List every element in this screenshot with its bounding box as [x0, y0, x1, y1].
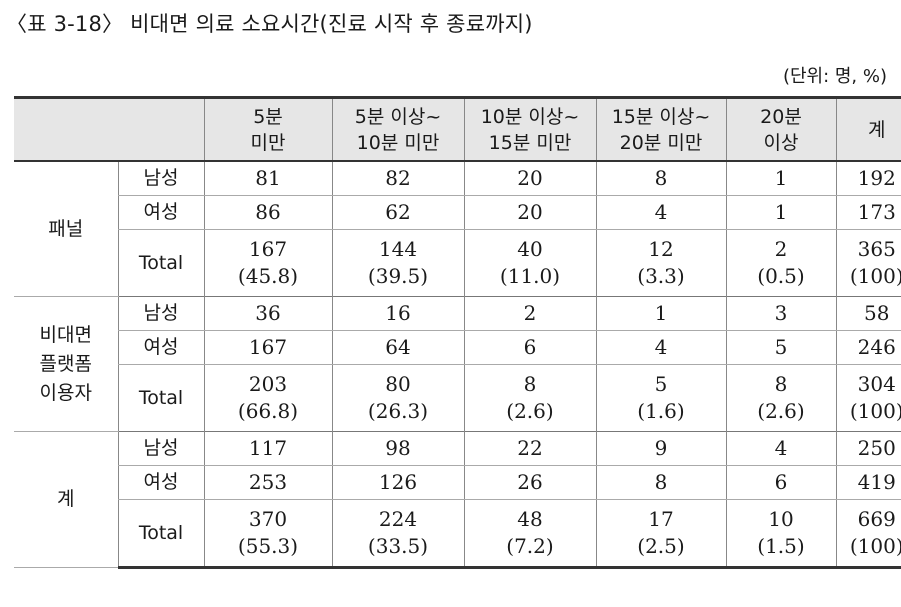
value-cell: 86	[203, 195, 332, 230]
header-cell: 계	[835, 96, 901, 162]
value-cell: 4	[725, 431, 836, 466]
table-row: 여성 167 64 6 4 5 246	[14, 330, 901, 365]
value-cell: 64	[331, 330, 464, 365]
header-cell: 5분 이상~ 10분 미만	[331, 96, 464, 162]
value-cell: 8	[595, 161, 726, 196]
value-cell: 365 (100)	[835, 229, 901, 297]
value-cell: 8 (2.6)	[725, 364, 836, 432]
table-row: 비대면 플랫폼 이용자 남성 36 16 2 1 3 58	[14, 296, 901, 432]
value-cell: 250	[835, 431, 901, 466]
header-row: 5분 미만 5분 이상~ 10분 미만 10분 이상~ 15분 미만 15분 이상~ 2…	[14, 96, 901, 162]
value-cell: 22	[463, 431, 596, 466]
table-row: 계 남성 117 98 22 9 4 250	[14, 431, 901, 568]
group-label: 계	[14, 431, 118, 568]
table-body: 패널 남성 81 82 20 8 1 192 여성 86 62 20 4 1 173 Total 167 (45.…	[14, 161, 901, 569]
value-cell: 26	[463, 465, 596, 500]
value-cell: 20	[463, 161, 596, 196]
value-cell: 17 (2.5)	[595, 499, 726, 569]
value-cell: 126	[331, 465, 464, 500]
value-cell: 8	[595, 465, 726, 500]
value-cell: 9	[595, 431, 726, 466]
value-cell: 4	[595, 195, 726, 230]
value-cell: 40 (11.0)	[463, 229, 596, 297]
row-label: Total	[117, 499, 204, 569]
value-cell: 4	[595, 330, 726, 365]
value-cell: 20	[463, 195, 596, 230]
header-cell: 5분 미만	[203, 96, 332, 162]
value-cell: 246	[835, 330, 901, 365]
row-label: 여성	[117, 195, 204, 230]
value-cell: 98	[331, 431, 464, 466]
value-cell: 144 (39.5)	[331, 229, 464, 297]
value-cell: 167	[203, 330, 332, 365]
unit-note: (단위: 명, %)	[782, 66, 887, 87]
value-cell: 1	[595, 296, 726, 331]
row-label: 여성	[117, 330, 204, 365]
value-cell: 370 (55.3)	[203, 499, 332, 569]
value-cell: 167 (45.8)	[203, 229, 332, 297]
table-row: 여성 253 126 26 8 6 419	[14, 465, 901, 500]
value-cell: 6	[725, 465, 836, 500]
value-cell: 173	[835, 195, 901, 230]
header-corner	[14, 96, 204, 162]
table-row: 여성 86 62 20 4 1 173	[14, 195, 901, 230]
row-label: 남성	[117, 296, 204, 331]
value-cell: 117	[203, 431, 332, 466]
value-cell: 203 (66.8)	[203, 364, 332, 432]
value-cell: 253	[203, 465, 332, 500]
table-title: 〈표 3-18〉 비대면 의료 소요시간(진료 시작 후 종료까지)	[6, 12, 533, 36]
value-cell: 58	[835, 296, 901, 331]
row-label: Total	[117, 229, 204, 297]
value-cell: 669 (100)	[835, 499, 901, 569]
row-label: Total	[117, 364, 204, 432]
value-cell: 16	[331, 296, 464, 331]
header-cell: 20분 이상	[725, 96, 836, 162]
table-row: 패널 남성 81 82 20 8 1 192	[14, 161, 901, 297]
value-cell: 1	[725, 195, 836, 230]
value-cell: 5 (1.6)	[595, 364, 726, 432]
row-label: 여성	[117, 465, 204, 500]
value-cell: 192	[835, 161, 901, 196]
value-cell: 224 (33.5)	[331, 499, 464, 569]
value-cell: 419	[835, 465, 901, 500]
value-cell: 5	[725, 330, 836, 365]
group-label: 비대면 플랫폼 이용자	[14, 296, 118, 432]
value-cell: 6	[463, 330, 596, 365]
row-label: 남성	[117, 431, 204, 466]
value-cell: 3	[725, 296, 836, 331]
value-cell: 81	[203, 161, 332, 196]
value-cell: 2 (0.5)	[725, 229, 836, 297]
duration-table: 5분 미만 5분 이상~ 10분 미만 10분 이상~ 15분 미만 15분 이상~ 2…	[14, 96, 901, 569]
value-cell: 12 (3.3)	[595, 229, 726, 297]
header-cell: 10분 이상~ 15분 미만	[463, 96, 596, 162]
value-cell: 304 (100)	[835, 364, 901, 432]
value-cell: 80 (26.3)	[331, 364, 464, 432]
value-cell: 1	[725, 161, 836, 196]
table-row: Total 370 (55.3) 224 (33.5) 48 (7.2) 17 (2.5) 10(…	[14, 499, 901, 569]
row-label: 남성	[117, 161, 204, 196]
value-cell: 2	[463, 296, 596, 331]
group-label: 패널	[14, 161, 118, 297]
value-cell: 48 (7.2)	[463, 499, 596, 569]
value-cell: 36	[203, 296, 332, 331]
value-cell: 10 (1.5)	[725, 499, 836, 569]
value-cell: 8 (2.6)	[463, 364, 596, 432]
value-cell: 82	[331, 161, 464, 196]
header-cell: 15분 이상~ 20분 미만	[595, 96, 726, 162]
table-row: Total 203 (66.8) 80 (26.3) 8 (2.6) 5 (1.6) 8 (2.6)…	[14, 364, 901, 432]
value-cell: 62	[331, 195, 464, 230]
table-row: Total 167 (45.8) 144 (39.5) 40 (11.0) 12 (3.3) 2(…	[14, 229, 901, 297]
